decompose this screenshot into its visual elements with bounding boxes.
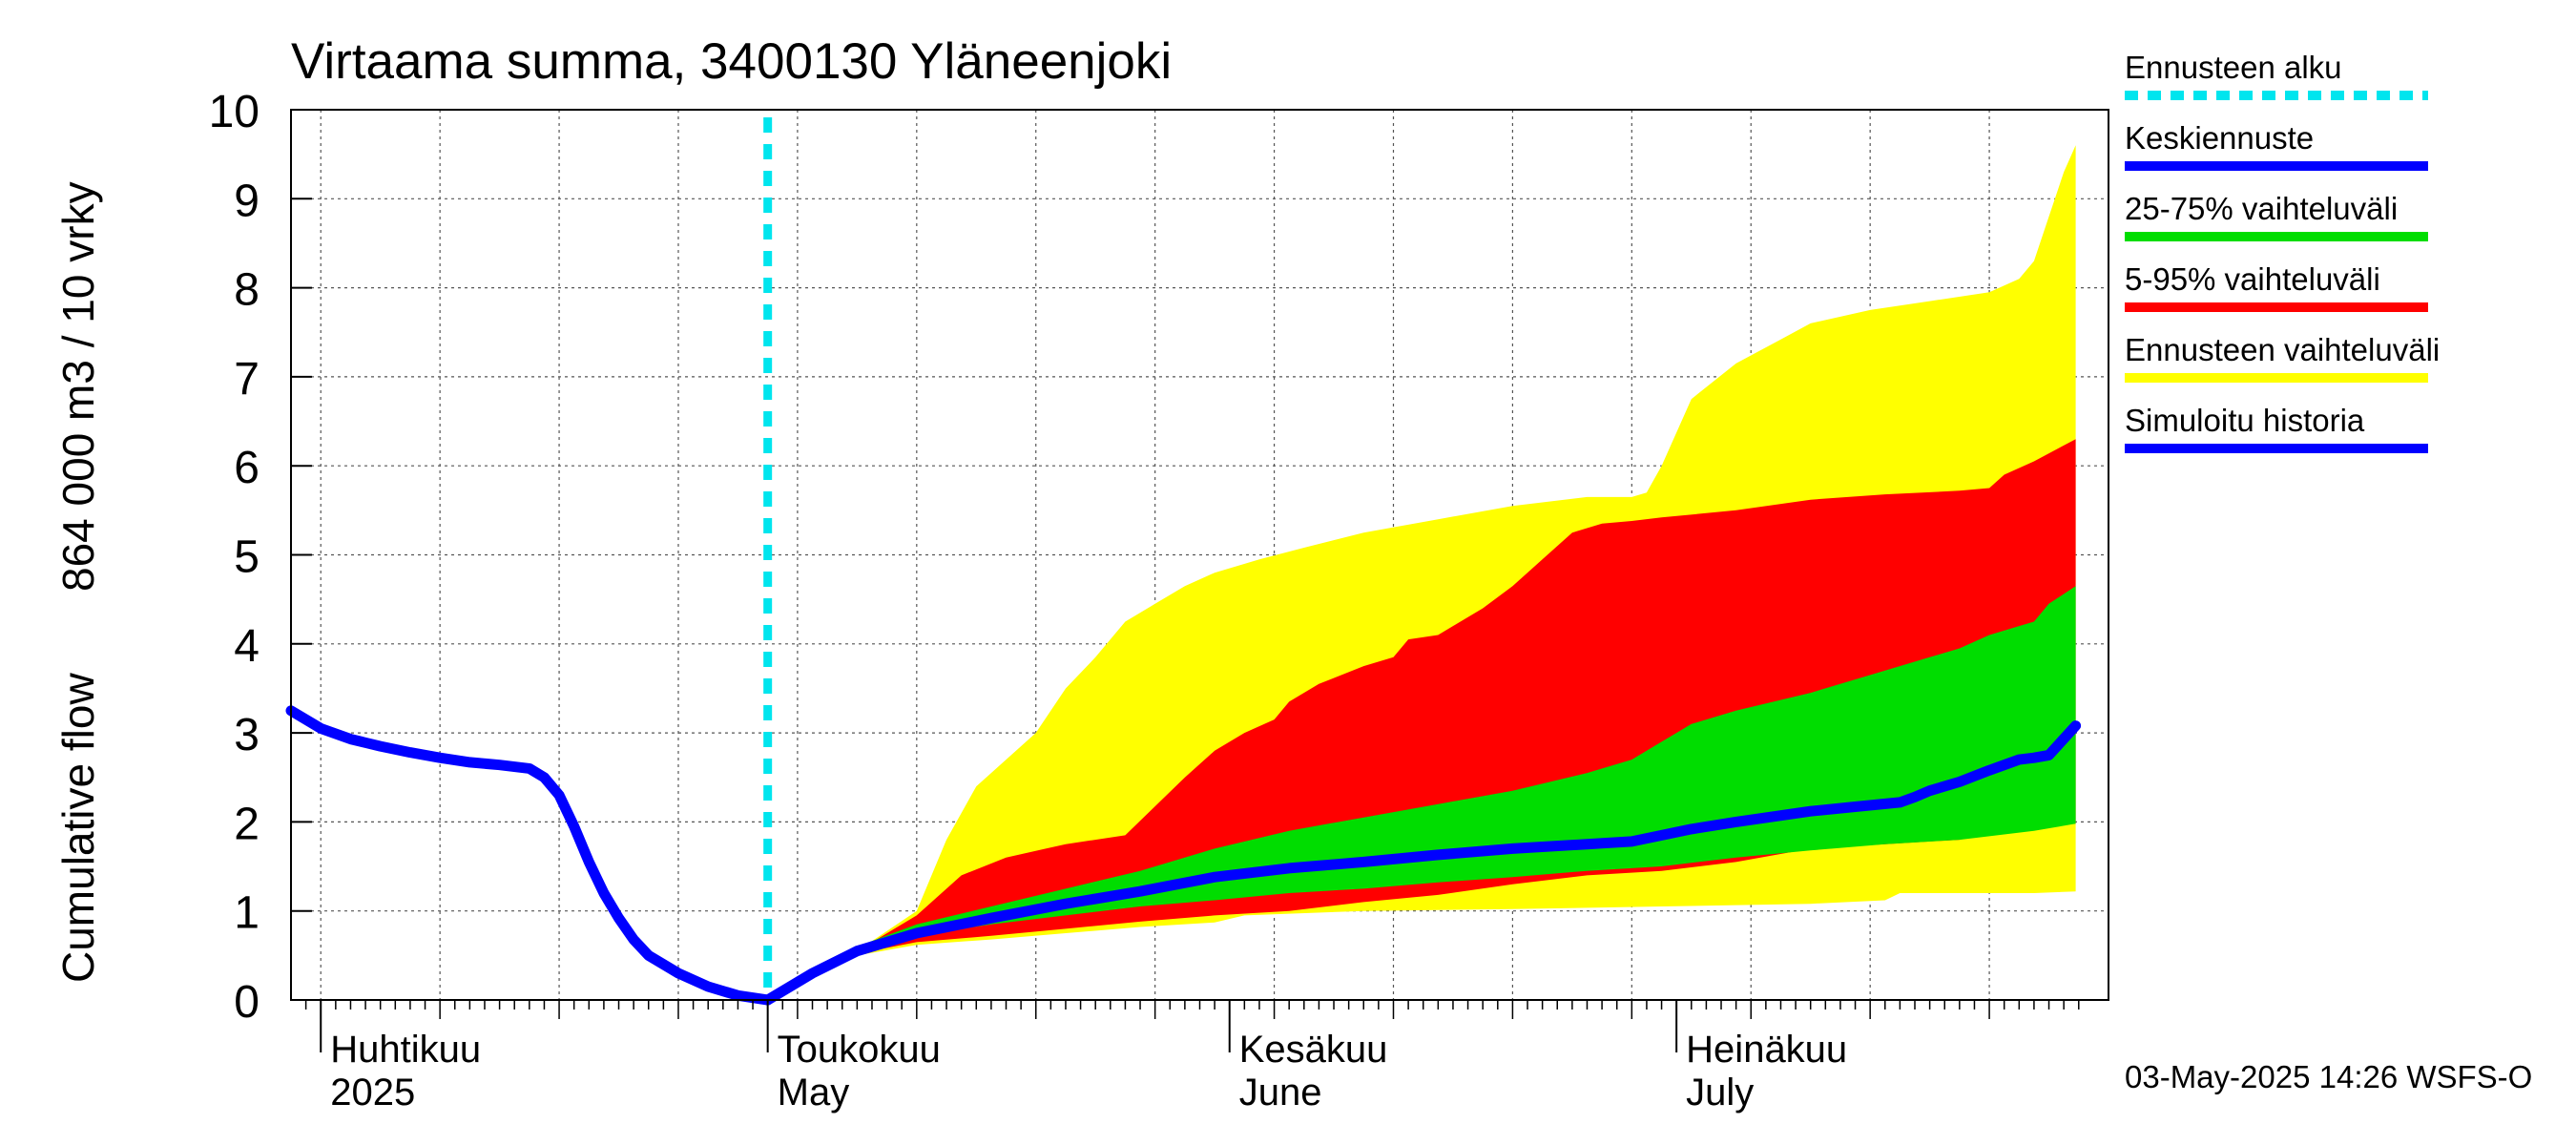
month-label-en: May [778, 1072, 850, 1114]
legend-label: Ennusteen alku [2125, 50, 2342, 85]
y-axis-label-primary: Cumulative flow [53, 673, 103, 983]
series-simulated-history [285, 705, 774, 1006]
y-axis-label-units: 864 000 m3 / 10 vrky [53, 181, 103, 592]
y-tick-label: 3 [234, 710, 260, 760]
month-label-fi: Heinäkuu [1686, 1029, 1847, 1071]
y-tick-label: 1 [234, 888, 260, 939]
legend: Ennusteen alku Keskiennuste 25-75% vaihtel… [2125, 50, 2440, 453]
band-5-95 [767, 439, 2076, 1000]
y-tick-label: 9 [234, 176, 260, 226]
series-median-forecast [762, 720, 2082, 1006]
month-label-en: 2025 [330, 1072, 415, 1114]
legend-label: Ennusteen vaihteluväli [2125, 332, 2440, 367]
footer-timestamp: 03-May-2025 14:26 WSFS-O [2125, 1059, 2532, 1094]
legend-label: Keskiennuste [2125, 120, 2314, 156]
legend-label: 5-95% vaihteluväli [2125, 261, 2380, 297]
month-label-en: June [1239, 1072, 1322, 1114]
legend-label: Simuloitu historia [2125, 403, 2365, 438]
month-label-fi: Toukokuu [778, 1029, 941, 1071]
y-tick-label: 6 [234, 443, 260, 493]
y-tick-label: 7 [234, 354, 260, 405]
month-label-en: July [1686, 1072, 1754, 1114]
chart-title: Virtaama summa, 3400130 Yläneenjoki [291, 33, 1172, 90]
month-label-fi: Huhtikuu [330, 1029, 481, 1071]
y-tick-label: 8 [234, 265, 260, 316]
y-tick-label: 2 [234, 799, 260, 849]
y-axis-ticks: 0 1 2 3 4 5 6 7 8 9 10 [209, 87, 312, 1028]
y-tick-label: 5 [234, 532, 260, 583]
y-tick-label: 4 [234, 621, 260, 672]
series-lines [285, 117, 2082, 1006]
y-tick-label: 0 [234, 977, 260, 1028]
month-label-fi: Kesäkuu [1239, 1029, 1388, 1071]
plot-area [285, 109, 2109, 1006]
legend-label: 25-75% vaihteluväli [2125, 191, 2398, 226]
y-tick-label: 10 [209, 87, 260, 137]
